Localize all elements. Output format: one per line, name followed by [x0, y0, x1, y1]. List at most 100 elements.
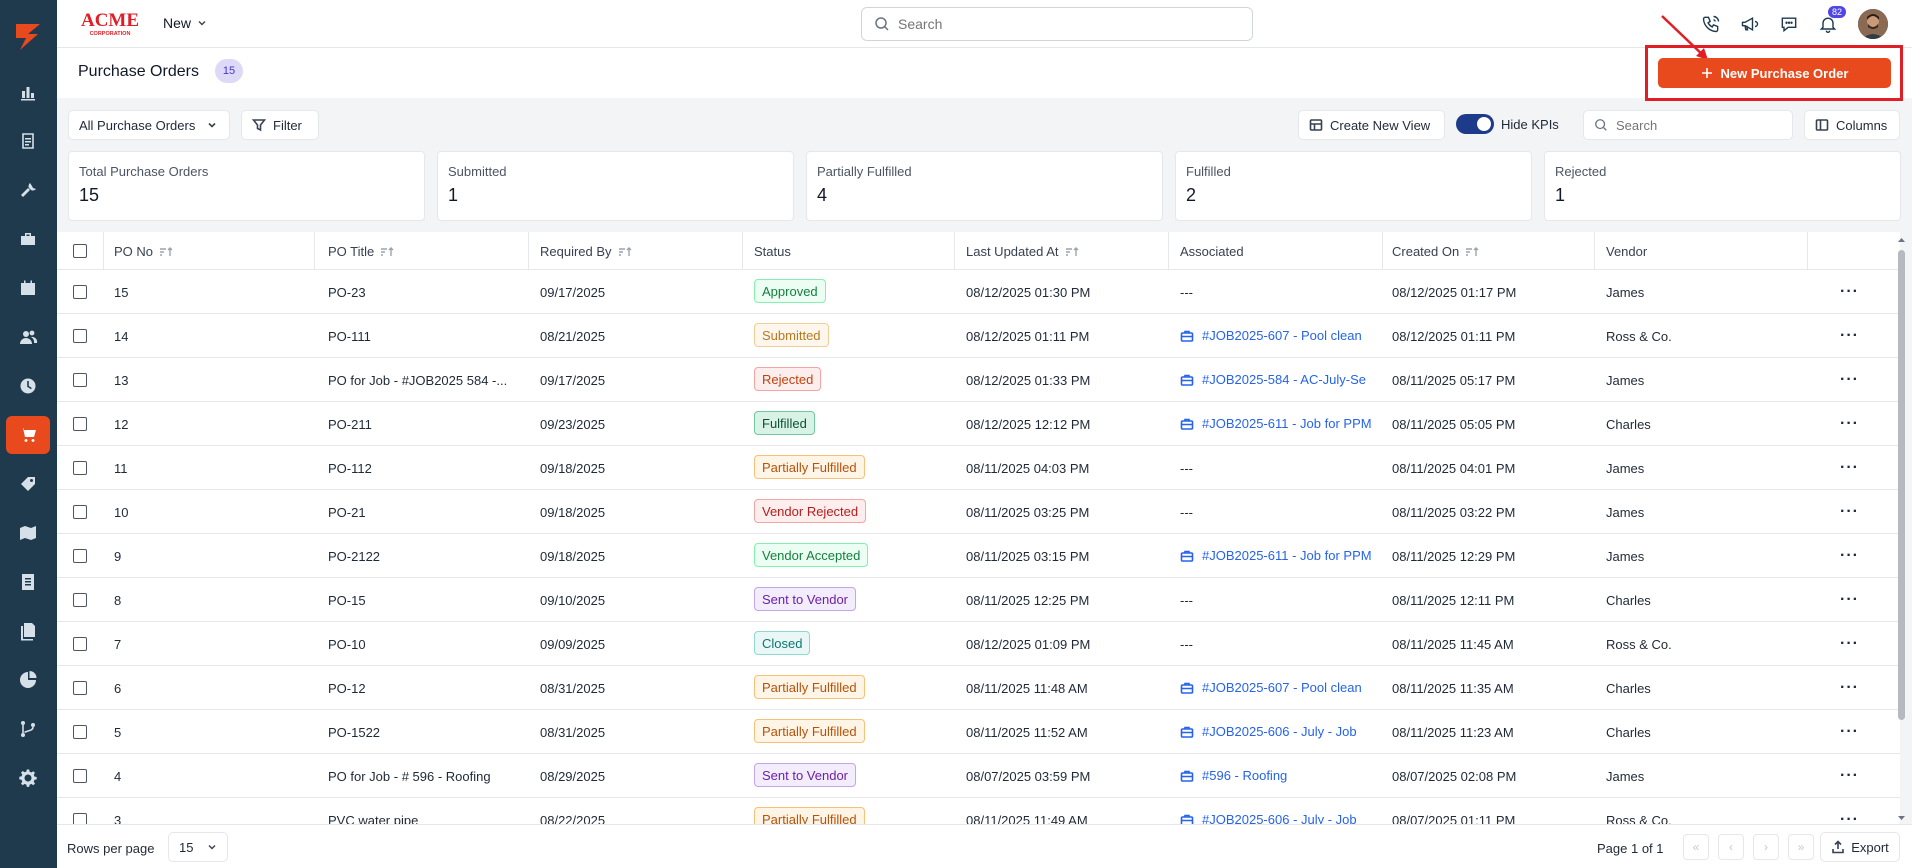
view-select[interactable]: All Purchase Orders	[68, 110, 230, 140]
export-button[interactable]: Export	[1820, 832, 1900, 862]
new-menu-button[interactable]: New	[163, 15, 207, 31]
row-checkbox[interactable]	[73, 549, 87, 563]
select-all-checkbox[interactable]	[73, 244, 87, 258]
associated-job-link[interactable]: #JOB2025-611 - Job for PPM	[1180, 416, 1373, 431]
list-search[interactable]	[1583, 110, 1793, 140]
row-checkbox[interactable]	[73, 461, 87, 475]
associated-job-link[interactable]: #596 - Roofing	[1180, 768, 1373, 783]
scroll-down-icon[interactable]	[1897, 814, 1906, 822]
table-row[interactable]: 15 PO-23 09/17/2025 08/12/2025 01:30 PM 08/1…	[57, 270, 1900, 314]
row-actions-menu-icon[interactable]: ···	[1840, 327, 1859, 344]
table-row[interactable]: 13 PO for Job - #JOB2025 584 -... 09/17/20…	[57, 358, 1900, 402]
row-actions-menu-icon[interactable]: ···	[1840, 635, 1859, 652]
table-row[interactable]: 5 PO-1522 08/31/2025 08/11/2025 11:52 AM 08/…	[57, 710, 1900, 754]
sidebar-item-purchase-orders[interactable]	[6, 416, 50, 454]
rows-per-page-select[interactable]: 15	[168, 832, 228, 862]
column-header-last-updated[interactable]: Last Updated At	[966, 244, 1079, 259]
next-page-button[interactable]: ›	[1753, 834, 1779, 860]
row-checkbox[interactable]	[73, 681, 87, 695]
column-header-created-on[interactable]: Created On	[1392, 244, 1479, 259]
row-actions-menu-icon[interactable]: ···	[1840, 503, 1859, 520]
phone-icon[interactable]	[1699, 12, 1723, 36]
associated-job-link[interactable]: #JOB2025-606 - July - Job	[1180, 724, 1373, 739]
column-header-required-by[interactable]: Required By	[540, 244, 632, 259]
table-row[interactable]: 8 PO-15 09/10/2025 08/11/2025 12:25 PM 08/11…	[57, 578, 1900, 622]
table-row[interactable]: 14 PO-111 08/21/2025 08/12/2025 01:11 PM 08/…	[57, 314, 1900, 358]
cell-title[interactable]: PO-21	[328, 505, 366, 520]
row-actions-menu-icon[interactable]: ···	[1840, 723, 1859, 740]
app-logo-icon[interactable]	[8, 16, 48, 56]
table-row[interactable]: 10 PO-21 09/18/2025 08/11/2025 03:25 PM 08/1…	[57, 490, 1900, 534]
column-header-vendor[interactable]: Vendor	[1606, 244, 1647, 259]
associated-job-link[interactable]: #JOB2025-607 - Pool clean	[1180, 680, 1373, 695]
cell-title[interactable]: PO-112	[328, 461, 372, 476]
bell-icon[interactable]: 82	[1816, 6, 1847, 36]
row-checkbox[interactable]	[73, 285, 87, 299]
row-checkbox[interactable]	[73, 637, 87, 651]
associated-job-link[interactable]: #JOB2025-584 - AC-July-Se	[1180, 372, 1373, 387]
sidebar-item-workflows[interactable]	[6, 710, 50, 748]
sidebar-item-calendar[interactable]	[6, 269, 50, 307]
row-checkbox[interactable]	[73, 725, 87, 739]
sidebar-item-invoices[interactable]	[6, 563, 50, 601]
avatar[interactable]	[1858, 9, 1888, 39]
brand-logo[interactable]: ACME CORPORATION	[77, 8, 143, 38]
row-actions-menu-icon[interactable]: ···	[1840, 283, 1859, 300]
associated-job-link[interactable]: #JOB2025-607 - Pool clean	[1180, 328, 1373, 343]
table-row[interactable]: 7 PO-10 09/09/2025 08/12/2025 01:09 PM 08/11…	[57, 622, 1900, 666]
new-purchase-order-button[interactable]: New Purchase Order	[1658, 58, 1891, 88]
row-actions-menu-icon[interactable]: ···	[1840, 459, 1859, 476]
cell-title[interactable]: PO for Job - #JOB2025 584 -...	[328, 373, 508, 388]
row-actions-menu-icon[interactable]: ···	[1840, 767, 1859, 784]
sidebar-item-reports[interactable]	[6, 661, 50, 699]
row-checkbox[interactable]	[73, 373, 87, 387]
sidebar-item-customers[interactable]	[6, 318, 50, 356]
table-row[interactable]: 12 PO-211 09/23/2025 08/12/2025 12:12 PM 08/…	[57, 402, 1900, 446]
first-page-button[interactable]: «	[1683, 834, 1709, 860]
create-view-button[interactable]: Create New View	[1298, 110, 1445, 140]
row-actions-menu-icon[interactable]: ···	[1840, 811, 1859, 824]
row-actions-menu-icon[interactable]: ···	[1840, 679, 1859, 696]
global-search[interactable]	[861, 7, 1253, 41]
cell-title[interactable]: PVC water pipe	[328, 813, 419, 824]
megaphone-icon[interactable]	[1738, 12, 1762, 36]
sidebar-item-pricebook[interactable]	[6, 465, 50, 503]
sidebar-item-documents[interactable]	[6, 612, 50, 650]
cell-title[interactable]: PO-23	[328, 285, 366, 300]
list-search-input[interactable]	[1616, 117, 1786, 133]
cell-title[interactable]: PO-211	[328, 417, 372, 432]
sidebar-item-map[interactable]	[6, 514, 50, 552]
sidebar-item-dashboard[interactable]	[6, 73, 50, 111]
row-checkbox[interactable]	[73, 417, 87, 431]
table-row[interactable]: 3 PVC water pipe 08/22/2025 08/11/2025 11:4…	[57, 798, 1900, 824]
associated-job-link[interactable]: #JOB2025-606 - July - Job	[1180, 812, 1373, 824]
table-row[interactable]: 4 PO for Job - # 596 - Roofing 08/29/2025 0…	[57, 754, 1900, 798]
prev-page-button[interactable]: ‹	[1718, 834, 1744, 860]
cell-title[interactable]: PO-10	[328, 637, 366, 652]
cell-title[interactable]: PO-15	[328, 593, 366, 608]
table-row[interactable]: 6 PO-12 08/31/2025 08/11/2025 11:48 AM 08/11…	[57, 666, 1900, 710]
cell-title[interactable]: PO-12	[328, 681, 366, 696]
row-checkbox[interactable]	[73, 593, 87, 607]
cell-title[interactable]: PO-2122	[328, 549, 381, 564]
row-checkbox[interactable]	[73, 329, 87, 343]
cell-title[interactable]: PO-1522	[328, 725, 381, 740]
last-page-button[interactable]: »	[1788, 834, 1814, 860]
row-checkbox[interactable]	[73, 505, 87, 519]
associated-job-link[interactable]: #JOB2025-611 - Job for PPM	[1180, 548, 1373, 563]
table-row[interactable]: 9 PO-2122 09/18/2025 08/11/2025 03:15 PM 08/…	[57, 534, 1900, 578]
cell-title[interactable]: PO for Job - # 596 - Roofing	[328, 769, 491, 784]
column-header-po-no[interactable]: PO No	[114, 244, 173, 259]
columns-button[interactable]: Columns	[1804, 110, 1900, 140]
cell-title[interactable]: PO-111	[328, 329, 371, 344]
sidebar-item-timesheets[interactable]	[6, 367, 50, 405]
sidebar-item-work-orders[interactable]	[6, 122, 50, 160]
column-header-associated[interactable]: Associated	[1180, 244, 1244, 259]
sidebar-item-settings[interactable]	[6, 759, 50, 797]
table-row[interactable]: 11 PO-112 09/18/2025 08/11/2025 04:03 PM 08/…	[57, 446, 1900, 490]
row-actions-menu-icon[interactable]: ···	[1840, 371, 1859, 388]
global-search-input[interactable]	[898, 16, 1218, 32]
scroll-up-icon[interactable]	[1897, 236, 1906, 244]
table-scrollbar[interactable]	[1897, 236, 1906, 822]
chat-icon[interactable]	[1777, 12, 1801, 36]
